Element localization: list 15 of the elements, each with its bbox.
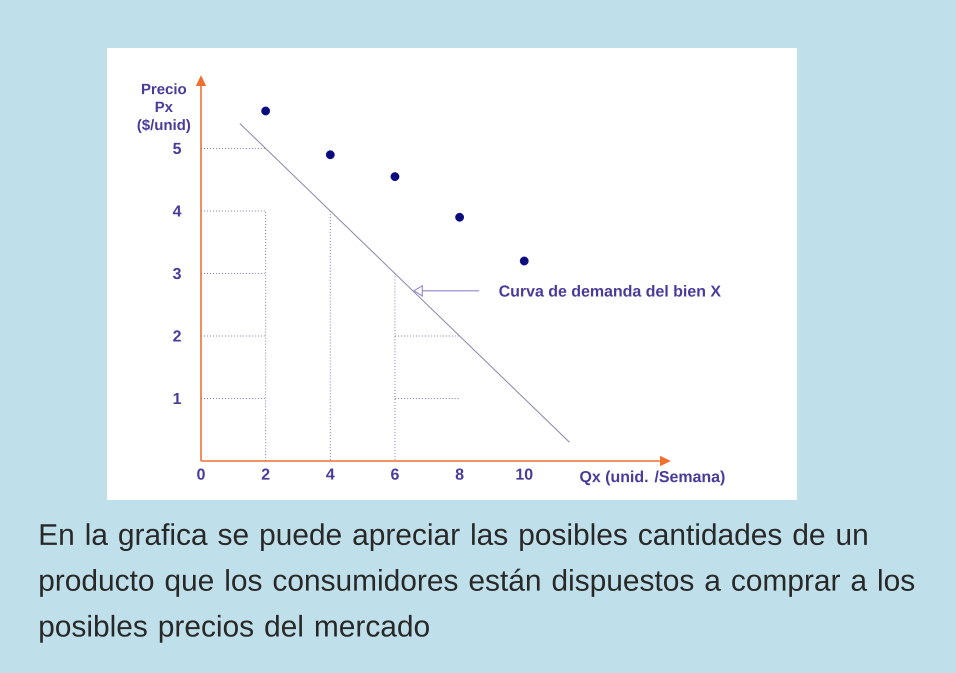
x-tick-label: 8: [456, 468, 464, 480]
x-tick-label: 0: [197, 468, 205, 480]
y-tick-label: 2: [173, 330, 181, 342]
y-axis-title: Precio Px ($/unid): [138, 83, 190, 134]
x-tick-label: 2: [262, 468, 270, 480]
x-tick-label: 4: [326, 468, 335, 480]
y-tick-label: 1: [174, 393, 182, 404]
x-tick-label: 10: [516, 468, 532, 480]
text: En la grafica se puede apreciar las posibles cantidades de un producto que los consumidores están dispuestos a comprar a los posibles precios del mercado: [40, 523, 914, 643]
y-tick-label: 4: [172, 206, 182, 216]
y-tick-label: 3: [172, 268, 181, 280]
x-axis-title: Qx (unid. /Semana): [580, 470, 725, 486]
text: Curva de demanda del bien X: [499, 284, 721, 297]
x-tick-label: 6: [391, 468, 399, 480]
y-tick-label: 5: [173, 142, 182, 154]
